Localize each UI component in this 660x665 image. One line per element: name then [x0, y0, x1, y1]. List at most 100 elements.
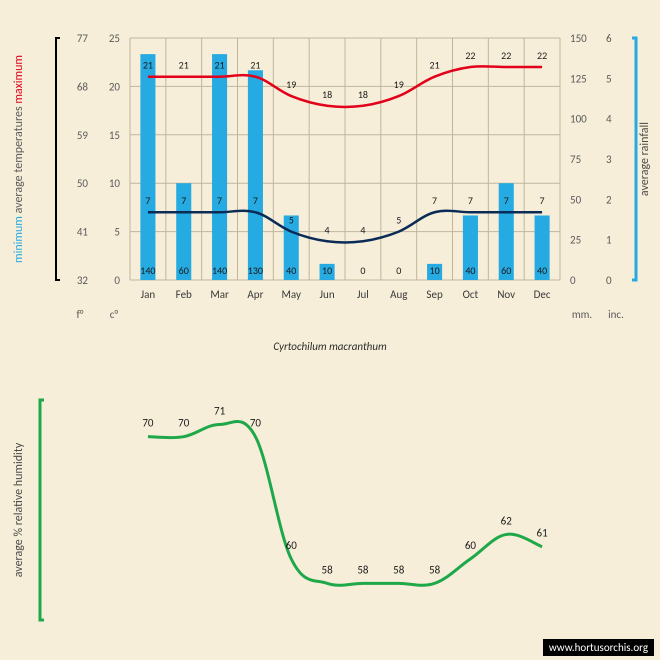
chart-svg: 1406014013040100010406040212121211918181…: [0, 0, 660, 660]
min-temp-value: 7: [504, 194, 509, 207]
min-temp-value: 7: [217, 194, 222, 207]
min-temp-value: 7: [253, 194, 258, 207]
min-temp-value: 7: [540, 194, 545, 207]
month-label: May: [282, 288, 301, 301]
humidity-value: 61: [537, 527, 549, 540]
max-temp-value: 18: [322, 88, 332, 101]
mm-tick: 0: [570, 274, 576, 287]
chart-frame: 1406014013040100010406040212121211918181…: [0, 0, 660, 660]
humidity-value: 58: [322, 563, 334, 576]
rainfall-side-label: average rainfall: [638, 122, 652, 196]
min-temp-value: 4: [325, 223, 330, 236]
rainfall-value: 40: [465, 264, 475, 277]
humidity-line: [148, 421, 542, 585]
species-title: Cyrtochilum macranthum: [273, 340, 387, 353]
max-temp-value: 21: [179, 59, 189, 72]
rainfall-value: 140: [140, 264, 155, 277]
month-label: Sep: [426, 288, 443, 301]
max-temp-value: 22: [537, 49, 547, 62]
f-tick: 68: [77, 80, 89, 93]
rainfall-value: 10: [430, 264, 440, 277]
mm-tick: 75: [570, 153, 581, 166]
watermark: www.hortusorchis.org: [543, 639, 654, 656]
max-temp-value: 21: [215, 59, 225, 72]
month-label: Feb: [176, 288, 192, 301]
inc-tick: 1: [606, 234, 612, 247]
month-label: Jun: [320, 288, 335, 301]
month-label: Jul: [357, 288, 369, 301]
inc-tick: 4: [606, 113, 612, 126]
mm-tick: 100: [570, 113, 587, 126]
f-unit: f°: [76, 308, 83, 321]
max-temp-value: 22: [465, 49, 475, 62]
rainfall-value: 40: [537, 264, 547, 277]
max-temp-value: 19: [286, 78, 296, 91]
month-label: Nov: [497, 288, 515, 301]
max-temp-value: 21: [250, 59, 260, 72]
c-tick: 25: [109, 32, 120, 45]
min-temp-value: 5: [396, 214, 401, 227]
mm-tick: 150: [570, 32, 587, 45]
f-tick: 77: [77, 32, 89, 45]
humidity-value: 58: [429, 563, 441, 576]
c-tick: 10: [109, 177, 121, 190]
rainfall-bracket: [632, 38, 636, 280]
f-tick: 41: [77, 226, 89, 239]
rainfall-value: 10: [322, 264, 332, 277]
inc-tick: 2: [606, 193, 612, 206]
max-temp-value: 22: [501, 49, 511, 62]
rainfall-bar: [212, 54, 227, 280]
rainfall-value: 60: [179, 264, 189, 277]
max-temp-value: 21: [430, 59, 440, 72]
min-temp-value: 5: [289, 214, 294, 227]
c-tick: 15: [109, 129, 120, 142]
max-temp-value: 21: [143, 59, 153, 72]
month-label: Jan: [141, 288, 156, 301]
humidity-side-label: average % relative humidity: [12, 442, 26, 577]
temp-side-label: minimum average temperatures maximum: [12, 55, 26, 263]
rainfall-bar: [140, 54, 155, 280]
mm-tick: 25: [570, 234, 581, 247]
temp-bracket: [56, 38, 60, 280]
c-tick: 5: [114, 226, 120, 239]
min-temp-value: 7: [181, 194, 186, 207]
inc-tick: 5: [606, 72, 612, 85]
min-temp-value: 7: [145, 194, 150, 207]
max-temp-value: 18: [358, 88, 368, 101]
inc-unit: inc.: [608, 308, 624, 321]
humidity-value: 70: [142, 417, 154, 430]
max-temp-value: 19: [394, 78, 404, 91]
f-tick: 32: [77, 274, 89, 287]
humidity-value: 71: [214, 404, 226, 417]
humidity-value: 62: [501, 514, 513, 527]
inc-tick: 6: [606, 32, 612, 45]
rainfall-value: 60: [501, 264, 511, 277]
f-tick: 50: [77, 177, 89, 190]
rainfall-value: 140: [212, 264, 227, 277]
humidity-value: 58: [393, 563, 405, 576]
month-label: Oct: [463, 288, 479, 301]
humidity-value: 58: [357, 563, 369, 576]
month-label: Mar: [210, 288, 229, 301]
humidity-value: 60: [465, 539, 477, 552]
rainfall-value: 0: [360, 264, 365, 277]
c-unit: c°: [110, 308, 119, 321]
month-label: Aug: [390, 288, 407, 301]
c-tick: 0: [114, 274, 120, 287]
mm-tick: 50: [570, 193, 582, 206]
f-tick: 59: [77, 129, 89, 142]
inc-tick: 3: [606, 153, 612, 166]
mm-tick: 125: [570, 72, 587, 85]
mm-unit: mm.: [572, 308, 593, 321]
rainfall-value: 0: [396, 264, 401, 277]
month-label: Apr: [247, 288, 263, 301]
min-temp-value: 4: [360, 223, 365, 236]
humidity-value: 70: [250, 417, 262, 430]
humidity-value: 70: [178, 417, 190, 430]
rainfall-value: 130: [248, 264, 263, 277]
humidity-value: 60: [286, 539, 298, 552]
month-label: Dec: [534, 288, 551, 301]
min-temp-value: 7: [432, 194, 437, 207]
inc-tick: 0: [606, 274, 612, 287]
humidity-bracket: [40, 400, 44, 620]
